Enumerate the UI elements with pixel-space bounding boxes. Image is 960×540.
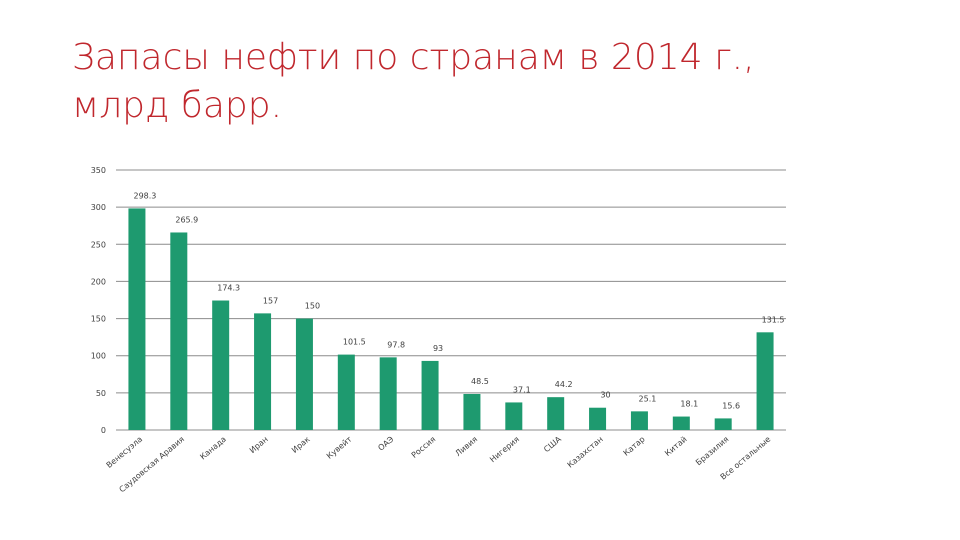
x-category-label: ОАЭ [376, 434, 395, 452]
data-label: 93 [433, 344, 443, 353]
bars [128, 208, 774, 430]
x-category-label: Казахстан [566, 435, 605, 470]
bar [379, 357, 397, 430]
x-category-label: Венесуэла [105, 435, 145, 470]
data-label: 265.9 [175, 215, 198, 224]
x-category-label: Кувейт [325, 434, 354, 460]
y-axis-tick-labels: 0 50 100 150 200 250 300 350 [91, 166, 106, 435]
data-label: 97.8 [387, 340, 405, 349]
gridlines [116, 169, 786, 431]
x-category-label: Канада [198, 435, 228, 462]
y-tick-label: 350 [91, 166, 106, 175]
y-tick-label: 150 [91, 315, 106, 324]
x-category-label: Иран [248, 435, 270, 456]
slide-title: Запасы нефти по странам в 2014 г., млрд … [72, 34, 892, 130]
bar [589, 407, 607, 430]
x-category-label: Россия [410, 435, 438, 460]
bar [630, 411, 648, 430]
y-tick-label: 300 [91, 203, 106, 212]
x-category-label: Китай [663, 435, 688, 458]
x-category-label: Бразилия [694, 435, 731, 468]
bar [756, 332, 774, 430]
x-category-label: Катар [622, 435, 647, 458]
y-tick-label: 50 [96, 389, 106, 398]
bar [254, 313, 272, 430]
y-tick-label: 250 [91, 240, 106, 249]
data-label: 150 [305, 302, 320, 311]
bar [463, 393, 481, 430]
data-label: 131.5 [762, 315, 785, 324]
x-category-label: Ирак [290, 435, 312, 455]
y-tick-label: 0 [101, 426, 106, 435]
data-label: 15.6 [722, 401, 740, 410]
data-label: 157 [263, 296, 278, 305]
data-label: 30 [600, 391, 610, 400]
x-category-label: США [542, 434, 563, 454]
data-label: 44.2 [555, 380, 573, 389]
x-category-label: Ливия [454, 435, 480, 459]
data-labels: 298.3 265.9 174.3 157 150 101.5 97.8 93 48.5 37.1… [133, 191, 784, 410]
bar [128, 208, 146, 430]
data-label: 18.1 [680, 400, 698, 409]
bar [547, 397, 565, 430]
bar [337, 354, 355, 430]
bar [170, 232, 188, 430]
y-tick-label: 200 [91, 277, 106, 286]
data-label: 298.3 [133, 191, 156, 200]
data-label: 174.3 [217, 284, 240, 293]
data-label: 25.1 [639, 394, 657, 403]
x-category-label: Нигерия [488, 435, 521, 465]
bar [505, 402, 523, 430]
bar [421, 360, 439, 430]
data-label: 101.5 [343, 338, 366, 347]
bar [295, 318, 313, 430]
data-label: 37.1 [513, 385, 531, 394]
data-label: 48.5 [471, 377, 489, 386]
bar [672, 416, 690, 430]
y-tick-label: 100 [91, 352, 106, 361]
bar [212, 300, 230, 430]
bar [714, 418, 732, 430]
slide-title-line-2: млрд барр. [72, 85, 283, 126]
slide-title-line-1: Запасы нефти по странам в 2014 г., [72, 37, 755, 78]
